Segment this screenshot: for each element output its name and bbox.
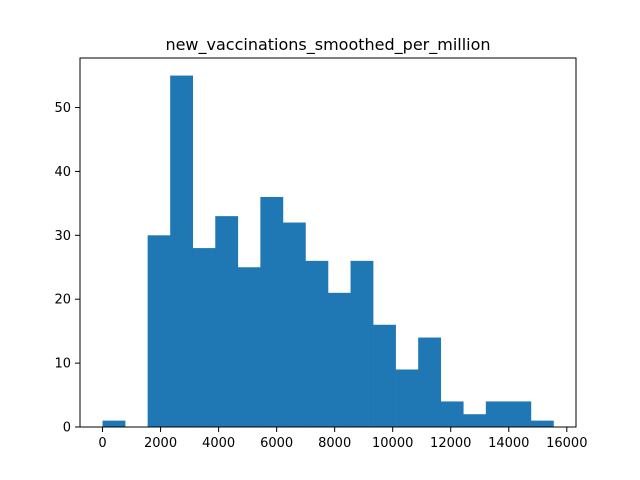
x-tick-label: 12000 <box>430 436 471 451</box>
x-tick-label: 14000 <box>488 436 529 451</box>
y-axis-ticks: 0 10 20 30 40 50 <box>54 101 80 436</box>
x-tick-label: 10000 <box>372 436 413 451</box>
x-tick-label: 6000 <box>260 436 293 451</box>
histogram-bar <box>192 248 216 427</box>
bars-group <box>102 75 554 428</box>
histogram-bar <box>418 337 442 427</box>
histogram-bar <box>440 401 464 427</box>
histogram-bar <box>463 414 487 427</box>
histogram-bar <box>215 216 239 427</box>
histogram-bar <box>530 420 554 427</box>
axes-frame <box>79 57 577 428</box>
x-axis-ticks: 0 2000 4000 6000 8000 10000 12000 14000 16000 <box>98 427 587 451</box>
y-tick-label: 50 <box>54 101 71 116</box>
histogram-bar <box>282 222 306 427</box>
histogram-bar <box>395 369 419 427</box>
histogram-bar <box>102 420 126 427</box>
histogram-bar <box>350 260 374 427</box>
y-tick-label: 10 <box>54 357 71 372</box>
x-tick-label: 0 <box>98 436 106 451</box>
y-tick-label: 30 <box>54 229 71 244</box>
histogram-bar <box>237 267 261 427</box>
histogram-bar <box>485 401 509 427</box>
histogram-bar <box>147 235 171 427</box>
y-tick-label: 20 <box>54 293 71 308</box>
histogram-bar <box>328 292 351 427</box>
histogram-bar <box>508 401 532 427</box>
chart-title: new_vaccinations_smoothed_per_million <box>165 35 490 55</box>
x-tick-label: 4000 <box>202 436 235 451</box>
histogram-bar <box>373 324 396 427</box>
x-tick-label: 8000 <box>318 436 351 451</box>
histogram-bar <box>260 196 284 427</box>
x-tick-label: 16000 <box>546 436 587 451</box>
x-tick-label: 2000 <box>144 436 177 451</box>
y-tick-label: 40 <box>54 165 71 180</box>
histogram-bar <box>305 260 329 427</box>
histogram-bar <box>170 75 194 428</box>
y-tick-label: 0 <box>63 421 71 436</box>
